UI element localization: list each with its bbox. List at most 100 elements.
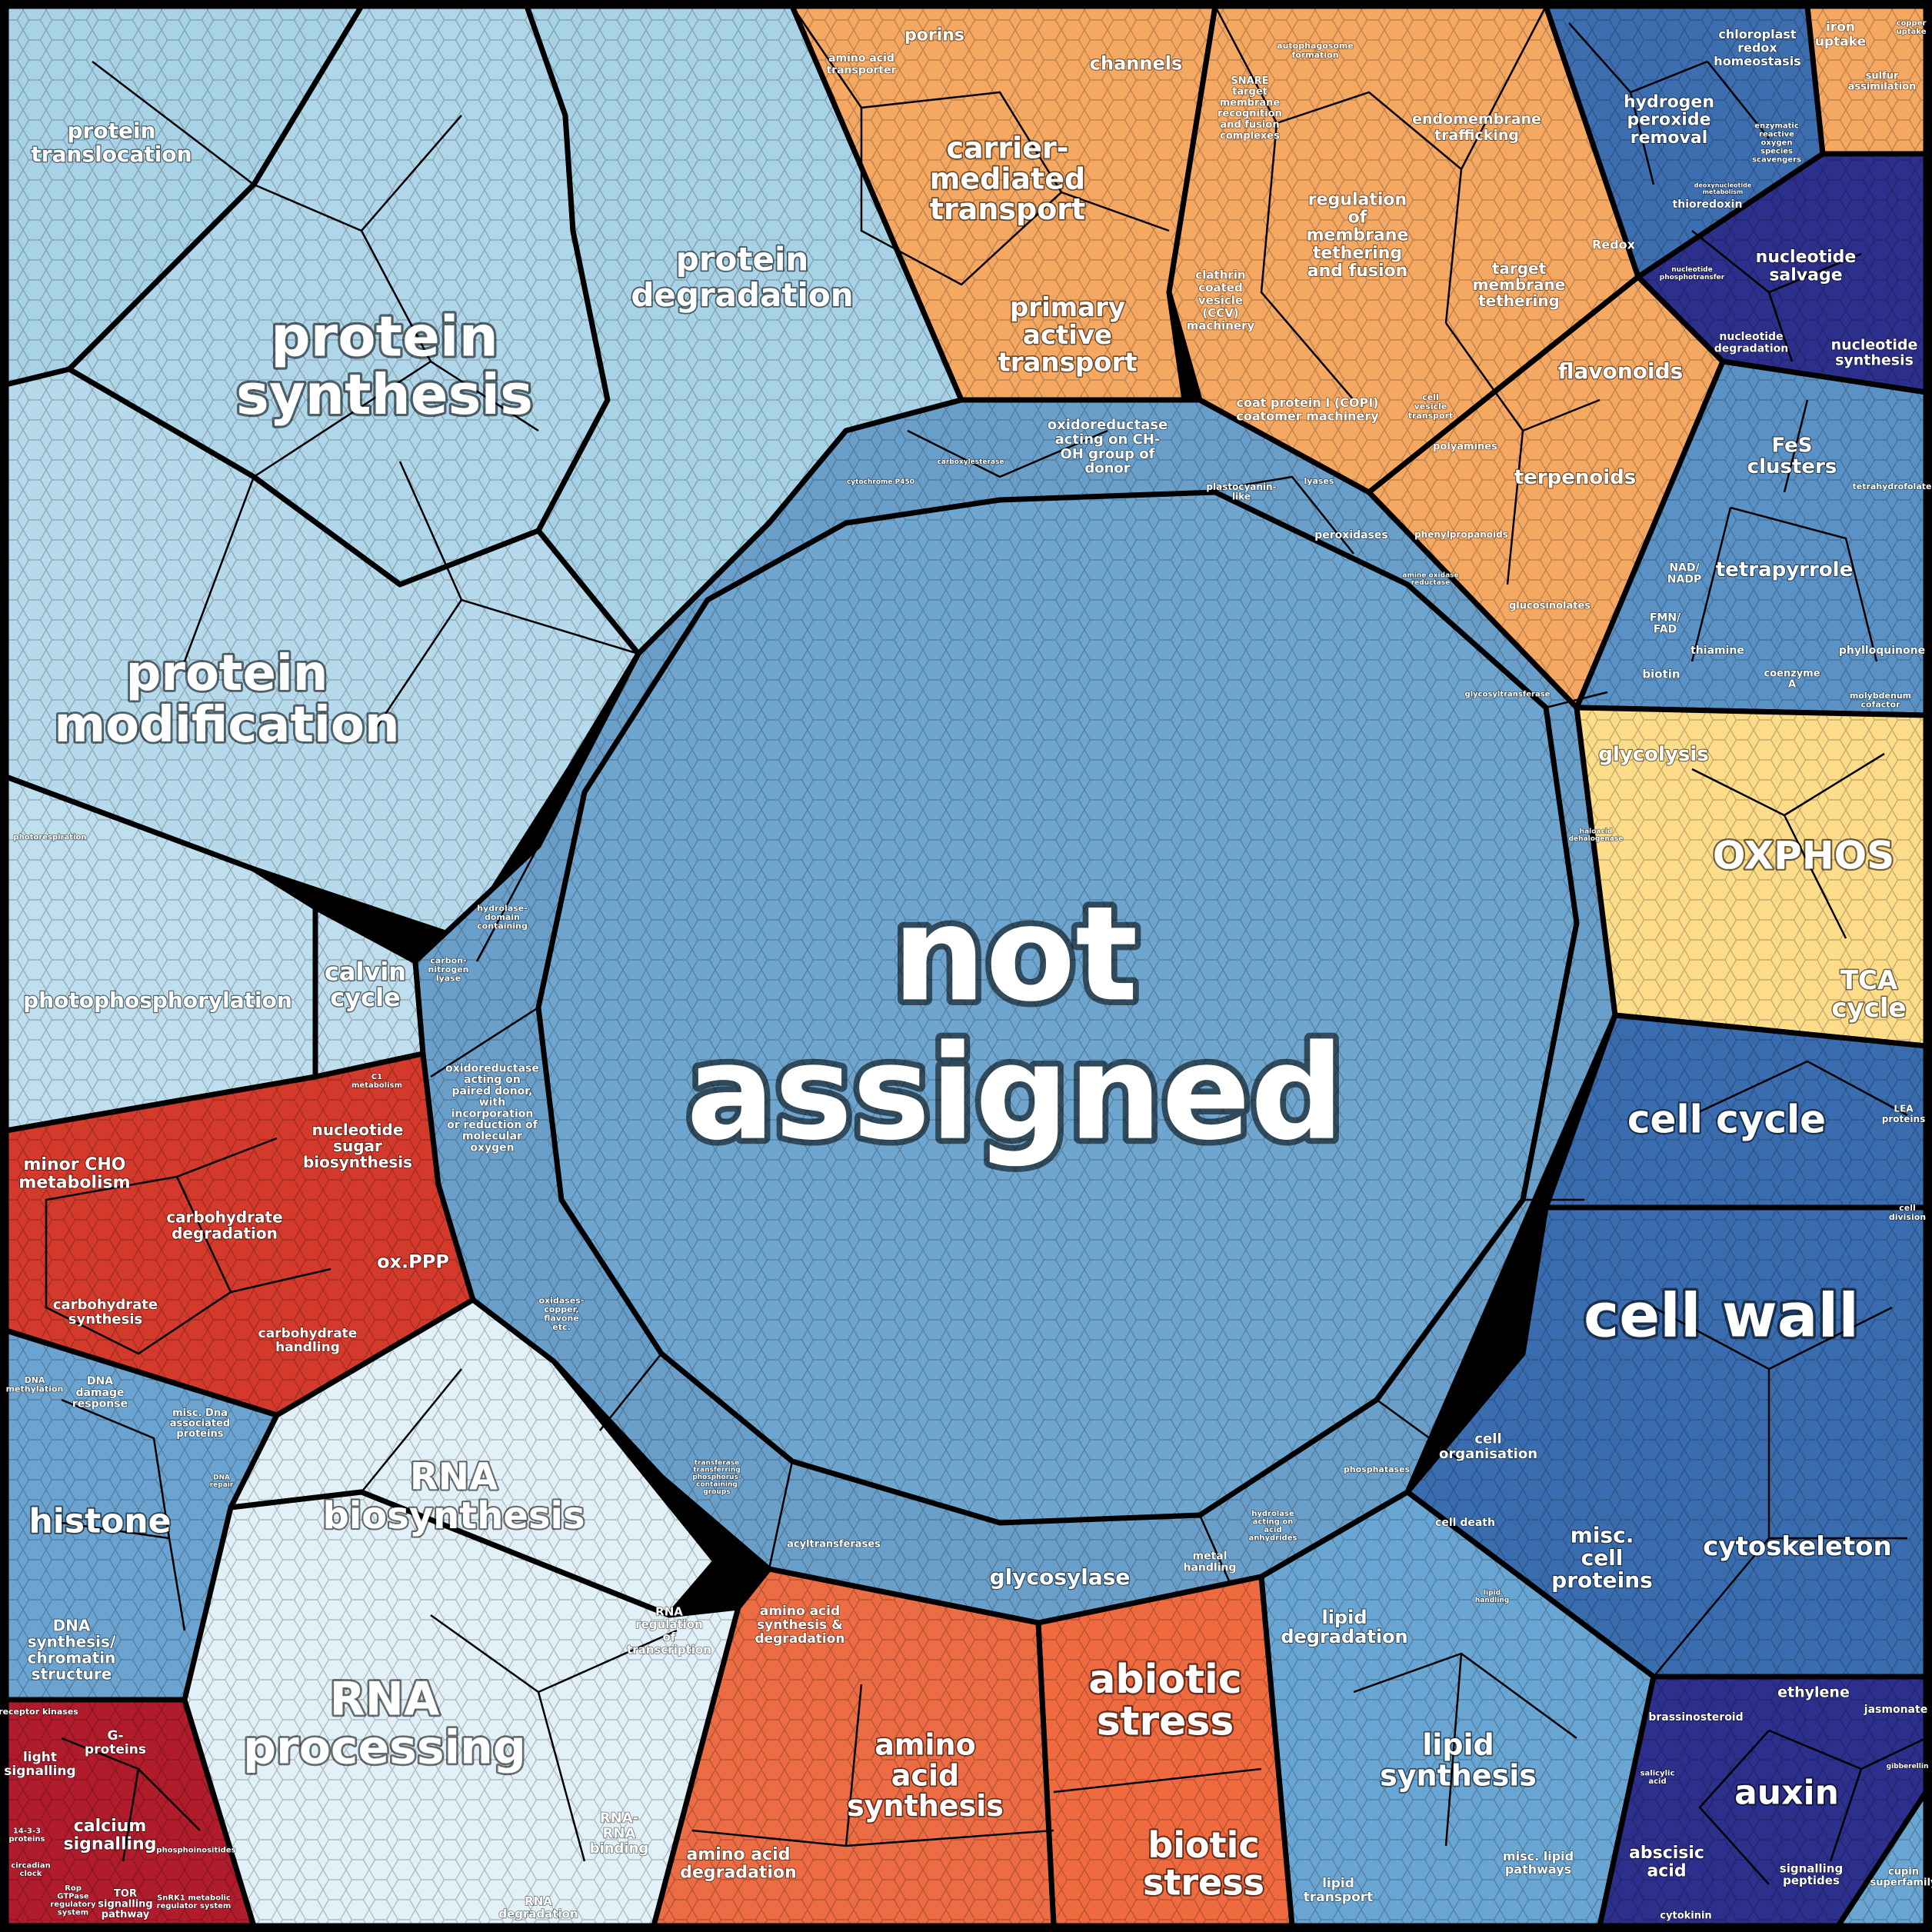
label-glycolysis: glycolysis — [1598, 743, 1708, 766]
label-line: Rop — [65, 1884, 82, 1893]
label-line: coated — [1198, 281, 1242, 295]
label-line: degradation — [680, 1863, 797, 1882]
label-protein-degradation: protein degradation — [631, 241, 853, 314]
label-line: clusters — [1747, 455, 1837, 478]
label-signalling-peptides: signalling peptides — [1780, 1861, 1843, 1887]
label-dna-synthesis: DNA synthesis/chromatin structure — [28, 1617, 116, 1684]
label-line: degradation — [1281, 1626, 1407, 1647]
label-nad-nadp: NAD/NADP — [1667, 562, 1701, 586]
label-line: stress — [1097, 1699, 1234, 1745]
label-line: phenylpropanoids — [1414, 529, 1508, 540]
label-line: protein — [126, 645, 328, 702]
label-line: lyase — [436, 973, 461, 983]
label-lipid-degradation: lipid degradation — [1281, 1607, 1407, 1647]
label-peroxidases: peroxidases — [1314, 529, 1388, 541]
label-line: brassinosteroid — [1648, 1711, 1743, 1724]
label-carbon-nitrogen-lyase: carbon-nitrogen lyase — [428, 955, 468, 983]
label-line: acid — [1264, 1526, 1281, 1534]
label-deoxynucleotide: deoxynucleotide metabolism — [1694, 182, 1752, 195]
label-calvin-cycle: calvin cycle — [325, 957, 406, 1012]
label-line: transport — [1408, 411, 1454, 421]
label-misc-lipid: misc. lipid pathways — [1503, 1849, 1574, 1877]
label-line: polyamines — [1433, 441, 1497, 453]
label-nucleotide-phosphotransfer: nucleotide phosphotransfer — [1660, 266, 1725, 281]
label-line: damage — [75, 1387, 124, 1399]
label-line: like — [1232, 491, 1251, 502]
label-line: TCA — [1840, 965, 1898, 996]
label-line: amino acid — [828, 52, 894, 65]
label-line: translocation — [31, 142, 192, 167]
label-line: cell — [1474, 1431, 1501, 1447]
label-line: degradation — [631, 276, 853, 314]
label-snrk1: SnRK1 metabolic regulator system — [157, 1894, 232, 1910]
label-line: signalling — [64, 1834, 157, 1854]
label-oxidoreductase-paired: oxidoreductase acting on paired donor, with… — [445, 1062, 539, 1154]
label-line: nitrogen — [428, 964, 468, 974]
label-line: lipid — [1422, 1727, 1494, 1761]
label-line: terpenoids — [1514, 466, 1637, 489]
label-photorespiration: photorespiration — [14, 834, 87, 842]
label-fes-clusters: FeS clusters — [1747, 434, 1837, 478]
label-g-proteins: G-proteins — [85, 1728, 146, 1757]
label-line: gibberellin — [1887, 1763, 1929, 1770]
label-line: membrane — [1307, 226, 1409, 245]
label-line: synthesis — [1380, 1758, 1537, 1792]
label-rop-gtpase: Rop GTPase regulatory system — [50, 1884, 96, 1917]
label-glucosinolates: glucosinolates — [1509, 601, 1591, 612]
label-misc-cell-proteins: misc. cell proteins — [1551, 1522, 1653, 1593]
label-line: incorporation — [451, 1108, 534, 1120]
label-line: coat protein I (COPI) — [1237, 395, 1379, 410]
label-line: phylloquinone — [1839, 645, 1925, 657]
label-amino-acid-transporter: amino acid transporter — [827, 52, 897, 76]
label-line: processing — [243, 1721, 526, 1775]
label-line: cytokinin — [1660, 1910, 1711, 1922]
label-terpenoids: terpenoids — [1514, 466, 1637, 489]
label-line: GTPase — [57, 1892, 89, 1900]
label-line: FMN/ — [1650, 612, 1681, 625]
label-cell-organisation: cell organisation — [1439, 1431, 1537, 1462]
label-line: complexes — [1220, 130, 1280, 142]
label-line: vesicle — [1414, 401, 1447, 411]
label-line: synthesis — [236, 362, 533, 427]
label-lipid-transport: lipid transport — [1304, 1876, 1374, 1905]
label-line: redox — [1737, 41, 1777, 55]
label-line: superfamily — [1870, 1877, 1932, 1888]
label-line: hydrogen — [1624, 93, 1714, 112]
label-clathrin: clathrin coated vesicle (CCV) machinery — [1187, 268, 1255, 332]
label-line: transporter — [827, 65, 897, 77]
label-brassinosteroid: brassinosteroid — [1648, 1711, 1743, 1724]
label-line: repair — [210, 1481, 234, 1489]
label-sulfur-assimilation: sulfur assimilation — [1848, 70, 1917, 92]
label-line: lyases — [1304, 476, 1334, 486]
label-cytochrome-p450: cytochrome P450 — [847, 478, 914, 486]
label-line: proteins — [85, 1742, 146, 1757]
label-line: misc. — [1571, 1522, 1634, 1547]
label-line: FAD — [1654, 623, 1677, 635]
label-line: cycle — [1831, 993, 1906, 1024]
label-line: lipid — [1484, 1589, 1501, 1597]
label-line: glucosinolates — [1509, 601, 1591, 612]
label-line: lipid — [1322, 1876, 1354, 1891]
label-cytoskeleton: cytoskeleton — [1703, 1531, 1891, 1562]
label-line: OH group of — [1061, 446, 1155, 462]
label-line: haloacid — [1580, 828, 1613, 835]
label-oxidoreductase-ch-oh: oxidoreductase acting on CH-OH group of do… — [1048, 417, 1168, 477]
label-line: signalling — [98, 1899, 152, 1910]
label-rna-binding: RNA-RNA binding — [590, 1810, 649, 1857]
label-line: proteins — [1882, 1114, 1925, 1124]
label-line: phosphotransfer — [1660, 274, 1725, 281]
label-line: of — [663, 1631, 676, 1644]
label-line: degradation — [1714, 343, 1788, 355]
label-line: acyltransferases — [787, 1539, 881, 1551]
label-line: ethylene — [1777, 1684, 1850, 1701]
label-amine-oxidase: amine oxidase reductase — [1402, 571, 1458, 586]
label-line: target — [1492, 259, 1547, 278]
label-line: signalling — [4, 1764, 75, 1779]
label-hydrolase-domain: hydrolase-domain containing — [477, 903, 528, 931]
label-nucleotide-synthesis: nucleotide synthesis — [1831, 337, 1918, 369]
label-rna-regulation: RNA regulation of transcription — [627, 1605, 711, 1657]
label-line: target — [1232, 86, 1267, 98]
label-circadian-clock: circadian clock — [11, 1861, 50, 1878]
label-line: pathway — [102, 1909, 150, 1920]
label-line: transcription — [627, 1643, 711, 1657]
